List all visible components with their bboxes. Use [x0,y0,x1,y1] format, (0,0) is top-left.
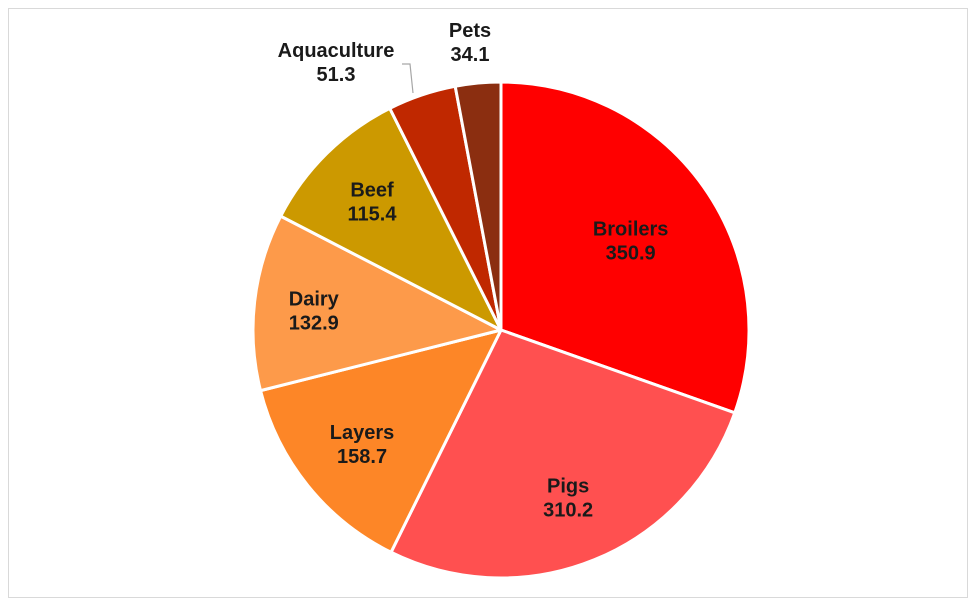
slice-value-broilers: 350.9 [606,242,656,264]
pie-slice-broilers [499,80,751,415]
slice-label-dairy: Dairy [289,288,340,310]
slice-label-aquaculture: Aquaculture [278,40,395,62]
pie-slice-beef [279,106,503,332]
slice-label-pets: Pets [449,20,491,42]
pie-slice-layers [259,328,503,554]
slice-value-beef: 115.4 [348,203,398,225]
pie-slice-pets [453,80,503,332]
slice-label-pigs: Pigs [547,475,589,497]
slice-value-dairy: 132.9 [289,312,339,334]
slice-value-layers: 158.7 [337,446,387,468]
slice-value-aquaculture: 51.3 [317,64,356,86]
slice-value-pets: 34.1 [451,44,490,66]
slice-label-broilers: Broilers [593,218,669,240]
slice-label-beef: Beef [350,179,394,201]
leader-line-aquaculture [402,63,414,94]
slice-value-pigs: 310.2 [543,499,593,521]
pie-slice-pigs [389,328,737,580]
slice-label-layers: Layers [330,422,395,444]
pie-slice-dairy [251,214,503,393]
